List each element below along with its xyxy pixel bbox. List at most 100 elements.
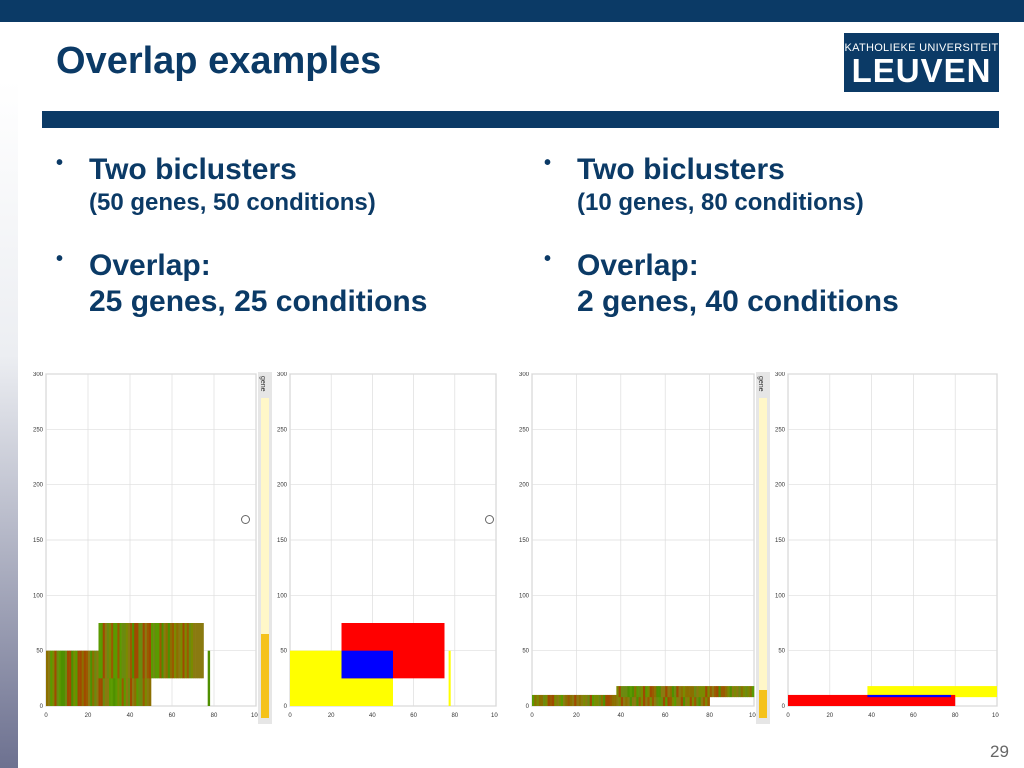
heat-stripe (134, 623, 137, 679)
heat-stripe (532, 694, 535, 706)
heat-stripe (142, 623, 145, 679)
heat-stripe (71, 650, 74, 706)
heat-stripe (121, 623, 124, 679)
heat-stripe (46, 650, 49, 706)
bullet-icon: • (544, 152, 552, 174)
y-tick-label: 50 (280, 649, 287, 655)
scroll-track[interactable] (261, 398, 269, 718)
heat-stripe (207, 650, 211, 706)
heat-stripe (75, 650, 78, 706)
heat-stripe (583, 694, 586, 706)
y-tick-label: 200 (519, 483, 530, 489)
heat-stripe (616, 694, 619, 706)
heat-stripe (640, 694, 644, 706)
heat-stripe (178, 623, 181, 679)
heat-stripe (682, 686, 686, 698)
heat-stripe (136, 623, 139, 679)
heat-stripe (587, 694, 591, 706)
heat-stripe (92, 650, 95, 706)
heat-stripe (186, 623, 190, 679)
heat-stripe (48, 650, 51, 706)
heat-stripe (534, 694, 537, 706)
heat-stripe (195, 623, 198, 679)
heat-stripe (625, 686, 628, 698)
heat-stripe (585, 694, 588, 706)
heat-stripe (680, 686, 684, 698)
y-tick-label: 300 (277, 372, 288, 378)
heat-stripe (696, 694, 699, 706)
heat-stripe (591, 694, 595, 706)
heat-stripe (620, 686, 624, 698)
heat-stripe (117, 623, 120, 679)
heat-stripe (751, 686, 755, 698)
heat-stripe (742, 686, 746, 698)
heat-stripe (656, 686, 659, 698)
y-tick-label: 150 (33, 538, 44, 544)
heat-stripe (113, 623, 116, 679)
heat-stripe (169, 623, 173, 679)
heat-stripe (722, 686, 726, 698)
x-tick-label: 40 (127, 713, 134, 719)
heat-stripe (73, 650, 76, 706)
heat-stripe (702, 686, 706, 698)
heat-stripe (551, 694, 555, 706)
heat-stripe (636, 686, 639, 698)
y-tick-label: 100 (277, 593, 288, 599)
heat-stripe (148, 623, 152, 679)
heat-stripe (694, 694, 697, 706)
heat-stripe (618, 694, 622, 706)
slide-title: Overlap examples (56, 40, 382, 82)
heat-bicluster (207, 650, 211, 706)
handle-circle-icon[interactable] (241, 515, 250, 524)
x-tick-label: 20 (826, 713, 833, 719)
y-tick-label: 0 (284, 704, 288, 710)
heat-stripe (749, 686, 753, 698)
gene-scroll-label: gene (757, 376, 764, 392)
gene-scrollbar[interactable]: gene (258, 372, 272, 724)
heat-stripe (102, 623, 106, 679)
handle-circle-icon[interactable] (485, 515, 494, 524)
heat-stripe (676, 686, 679, 698)
y-tick-label: 100 (519, 593, 530, 599)
heat-stripe (85, 650, 89, 706)
x-tick-label: 20 (573, 713, 580, 719)
x-tick-label: 100 (251, 713, 258, 719)
bullet-detail: (50 genes, 50 conditions) (89, 189, 376, 216)
heat-stripe (643, 686, 646, 698)
heat-stripe (618, 686, 622, 698)
heat-stripe (50, 650, 53, 706)
heat-stripe (79, 650, 82, 706)
heat-stripe (188, 623, 192, 679)
heat-stripe (731, 686, 735, 698)
heat-stripe (598, 694, 602, 706)
heat-stripe (163, 623, 166, 679)
heat-stripe (656, 694, 659, 706)
kuleuven-logo: KATHOLIEKE UNIVERSITEIT LEUVEN (844, 33, 999, 92)
heat-stripe (543, 694, 546, 706)
bicluster-region (867, 686, 997, 698)
y-tick-label: 100 (775, 593, 786, 599)
heat-stripe (109, 623, 112, 679)
heat-stripe (580, 694, 584, 706)
heat-stripe (545, 694, 548, 706)
scroll-thumb[interactable] (261, 634, 269, 718)
heat-stripe (674, 694, 677, 706)
heat-stripe (662, 694, 666, 706)
heat-stripe (119, 623, 122, 679)
heat-stripe (658, 686, 662, 698)
heat-stripe (691, 686, 695, 698)
heat-stripe (132, 623, 135, 679)
heat-stripe (193, 623, 196, 679)
heat-stripe (140, 623, 143, 679)
y-tick-label: 150 (519, 538, 530, 544)
bicluster-region (867, 694, 952, 698)
x-tick-label: 60 (662, 713, 669, 719)
scroll-track[interactable] (759, 398, 767, 718)
y-tick-label: 200 (277, 483, 288, 489)
heat-stripe (201, 623, 204, 679)
x-tick-label: 20 (85, 713, 92, 719)
scroll-thumb[interactable] (759, 690, 767, 718)
heat-stripe (60, 650, 64, 706)
heat-stripe (707, 694, 710, 706)
gene-scrollbar[interactable]: gene (756, 372, 770, 724)
